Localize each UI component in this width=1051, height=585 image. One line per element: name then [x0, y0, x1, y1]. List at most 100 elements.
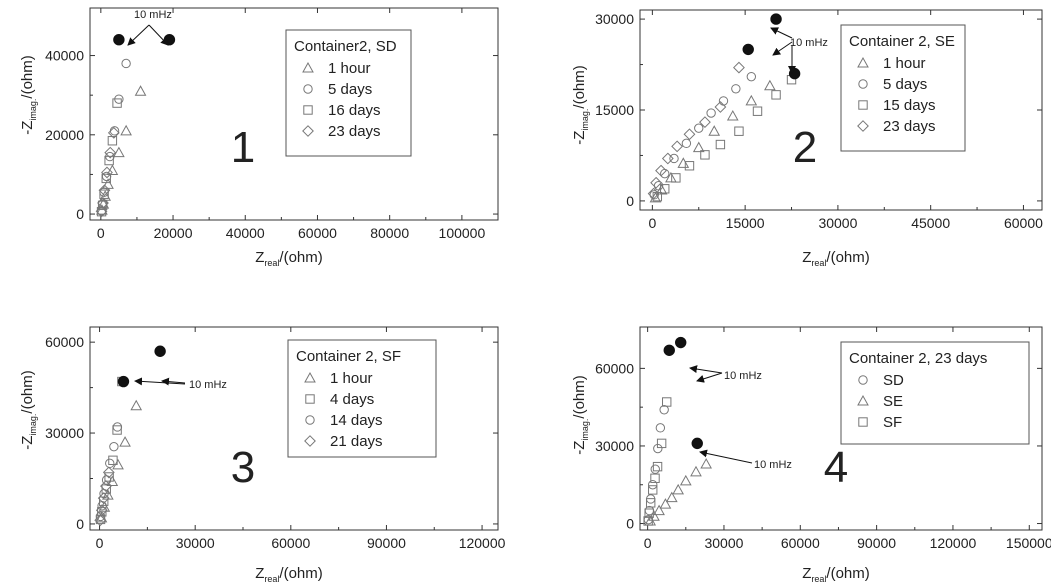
- chart-panel-1: 0 20000 40000 60000 80000 100000 0 20000 40000 Zr…: [19, 7, 499, 268]
- data-point: [684, 161, 695, 171]
- data-point: [788, 67, 801, 80]
- annotation-arrow: [134, 377, 186, 386]
- data-point: [650, 176, 662, 189]
- data-point: [134, 85, 147, 96]
- y-axis-label: -Zimag./(ohm): [19, 370, 38, 450]
- x-tick-label: 0: [644, 535, 652, 551]
- legend-marker: [858, 100, 868, 110]
- x-label-sub: real: [811, 258, 826, 268]
- data-point: [675, 336, 687, 349]
- data-point: [95, 205, 108, 218]
- x-label-sub: real: [811, 574, 826, 584]
- data-point: [95, 504, 108, 517]
- legend-title: Container 2, SF: [296, 348, 401, 365]
- data-point: [770, 13, 782, 25]
- data-point: [650, 464, 660, 474]
- data-point: [101, 173, 111, 184]
- x-axis-label: Zreal/(ohm): [255, 565, 323, 584]
- annotation-arrow: [699, 449, 753, 464]
- annotation-10mhz: 10 mHz: [790, 37, 828, 49]
- data-point: [700, 458, 713, 469]
- x-tick-label: 0: [96, 535, 104, 551]
- legend: Container 2, 23 days SD SE SF: [840, 341, 1030, 445]
- data-point: [655, 164, 667, 177]
- y-label-main: -Z: [571, 131, 588, 145]
- plot-frame: [89, 326, 499, 531]
- data-point: [652, 461, 663, 472]
- series-10-mhz-points: [663, 336, 703, 450]
- legend-entry: 1 hour: [328, 60, 371, 77]
- x-axis-label: Zreal/(ohm): [802, 249, 870, 268]
- data-point: [112, 422, 123, 432]
- data-point: [706, 108, 716, 118]
- chart-panel-4: 0 30000 60000 90000 120000 150000 0 30000 60000 Z…: [571, 326, 1051, 584]
- y-tick-label: 30000: [45, 425, 84, 441]
- y-label-unit: /(ohm): [19, 55, 36, 98]
- y-label-sub: imag.: [28, 414, 38, 436]
- x-tick-label: 150000: [1006, 535, 1051, 551]
- y-label-unit: /(ohm): [571, 375, 588, 418]
- legend-marker: [304, 371, 316, 383]
- legend-entry: SE: [883, 393, 903, 410]
- x-tick-label: 120000: [930, 535, 977, 551]
- data-point: [771, 90, 781, 100]
- legend-box: [840, 341, 1030, 445]
- data-point: [683, 128, 696, 141]
- data-point: [94, 514, 107, 527]
- legend-marker: [304, 435, 316, 447]
- data-point: [662, 397, 672, 407]
- x-label-unit: /(ohm): [279, 565, 322, 582]
- series-1-hour: [649, 79, 776, 203]
- series-sf: [643, 397, 672, 526]
- x-tick-label: 0: [97, 225, 105, 241]
- series-21-days: [94, 466, 115, 527]
- legend-entry: 21 days: [330, 433, 383, 450]
- data-point: [154, 345, 166, 357]
- legend-title: Container2, SD: [294, 38, 397, 55]
- data-point: [117, 375, 130, 388]
- data-point: [691, 437, 703, 450]
- legend-box: [287, 339, 437, 458]
- legend-entry: 1 hour: [883, 55, 926, 72]
- annotation-10mhz: 10 mHz: [724, 370, 762, 382]
- data-point: [643, 516, 653, 526]
- data-point: [648, 485, 658, 495]
- x-tick-label: 40000: [226, 225, 265, 241]
- data-point: [653, 504, 665, 516]
- legend-marker: [303, 84, 313, 94]
- y-tick-label: 20000: [45, 127, 84, 143]
- data-point: [718, 96, 729, 106]
- x-tick-label: 120000: [459, 535, 506, 551]
- data-point: [734, 126, 744, 136]
- panel-number: 4: [824, 443, 848, 492]
- data-point: [102, 466, 115, 479]
- x-tick-label: 100000: [439, 225, 486, 241]
- data-point: [105, 458, 115, 469]
- data-point: [112, 98, 122, 108]
- y-axis-label: -Zimag./(ohm): [571, 375, 590, 455]
- data-point: [671, 173, 681, 183]
- data-point: [733, 61, 745, 74]
- data-point: [107, 126, 120, 139]
- data-point: [699, 116, 711, 129]
- x-tick-label: 0: [648, 215, 656, 231]
- y-tick-label: 40000: [45, 48, 84, 64]
- data-point: [101, 171, 112, 182]
- series-5-days: [96, 58, 131, 216]
- data-point: [98, 184, 111, 197]
- data-point: [665, 491, 678, 503]
- y-tick-label: 30000: [595, 438, 634, 454]
- data-point: [648, 480, 658, 490]
- annotation-10mhz-2: 10 mHz: [754, 459, 792, 471]
- y-label-unit: /(ohm): [19, 370, 36, 413]
- x-axis-label: Zreal/(ohm): [802, 565, 870, 584]
- data-point: [671, 140, 684, 153]
- data-point: [101, 484, 111, 494]
- panel-number: 2: [793, 123, 817, 172]
- data-point: [99, 496, 109, 506]
- data-point: [715, 139, 726, 150]
- data-point: [669, 153, 679, 164]
- legend-marker: [858, 79, 868, 89]
- data-point: [714, 101, 727, 113]
- y-label-main: -Z: [571, 441, 588, 455]
